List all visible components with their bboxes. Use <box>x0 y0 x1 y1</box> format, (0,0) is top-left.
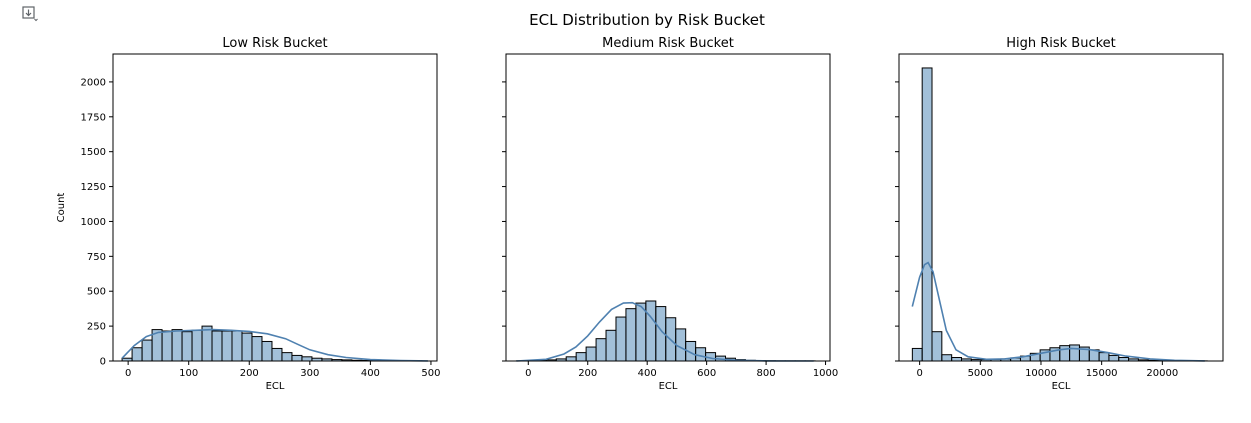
x-tick-label: 500 <box>421 368 440 379</box>
histogram-bar <box>565 356 577 362</box>
y-tick-label: 0 <box>100 357 106 368</box>
histogram-bar <box>301 356 313 362</box>
subplot-title: Low Risk Bucket <box>222 36 327 51</box>
y-tick-label: 2000 <box>81 77 106 88</box>
y-tick-label: 1750 <box>81 112 106 123</box>
y-tick-label: 1500 <box>81 147 106 158</box>
x-tick-label: 100 <box>179 368 198 379</box>
kde-curve <box>516 301 814 362</box>
histogram-bar <box>1069 344 1080 362</box>
histogram-bar <box>595 338 607 362</box>
histogram-bar <box>201 325 213 362</box>
axes-frame <box>898 53 1224 362</box>
x-tick-label: 0 <box>525 368 531 379</box>
y-tick-label: 1250 <box>81 182 106 193</box>
kde-curve <box>911 261 1205 362</box>
histogram-bar <box>635 302 647 362</box>
expand-output-icon[interactable] <box>20 4 38 22</box>
y-tick-label: 1000 <box>81 217 106 228</box>
x-tick-label: 0 <box>916 368 922 379</box>
x-tick-label: 5000 <box>968 368 993 379</box>
high-risk-axes: 0 5000 10000 15000 20000 High Risk Bucket ECL <box>895 36 1224 392</box>
subplot-title: High Risk Bucket <box>1006 36 1116 51</box>
histogram-bar <box>695 347 707 362</box>
y-tick-label: 750 <box>87 252 106 263</box>
axes-frame <box>112 53 438 362</box>
histogram-bar <box>1108 354 1120 362</box>
histogram-bar <box>585 346 597 362</box>
x-tick-label: 10000 <box>1025 368 1057 379</box>
kde-curve <box>121 328 428 362</box>
histogram-bar <box>1118 357 1130 362</box>
x-tick-label: 1000 <box>813 368 838 379</box>
x-tick-label: 400 <box>638 368 657 379</box>
x-tick-label: 800 <box>757 368 776 379</box>
histogram-bar <box>625 308 637 362</box>
histogram-bar <box>251 336 263 362</box>
x-tick-label: 600 <box>697 368 716 379</box>
histogram-bar <box>291 354 303 362</box>
histogram-bar <box>221 330 233 362</box>
histogram-bar <box>645 300 657 362</box>
histogram-bar <box>271 347 283 362</box>
histogram-bar <box>615 316 627 362</box>
x-tick-label: 15000 <box>1086 368 1118 379</box>
subplot-title: Medium Risk Bucket <box>602 36 734 51</box>
x-tick-label: 0 <box>125 368 131 379</box>
histogram-bar <box>141 339 153 362</box>
x-tick-label: 300 <box>300 368 319 379</box>
medium-risk-axes: 0 200 400 600 800 1000 Medium Risk Bucket ECL <box>502 36 838 392</box>
low-risk-axes: 0 100 200 300 400 500 0 250 500 750 1000 1250 1500 17… <box>56 36 440 392</box>
y-tick-label: 250 <box>87 322 106 333</box>
histogram-bar <box>231 330 243 362</box>
x-axis-label: ECL <box>659 381 678 392</box>
y-axis-label: Count <box>56 193 67 223</box>
figure-suptitle: ECL Distribution by Risk Bucket <box>529 11 765 29</box>
histogram-bar <box>261 340 273 362</box>
axes-frame <box>505 53 831 362</box>
histogram-bar <box>1059 345 1071 362</box>
histogram-bar <box>941 354 953 362</box>
x-tick-label: 200 <box>240 368 259 379</box>
x-axis-label: ECL <box>1052 381 1071 392</box>
y-tick-label: 500 <box>87 287 106 298</box>
x-tick-label: 20000 <box>1146 368 1178 379</box>
histogram-bar <box>605 329 617 362</box>
histogram-bar <box>161 330 173 362</box>
histogram-bar <box>131 347 143 362</box>
histogram-bar <box>911 347 923 362</box>
histogram-bar <box>931 331 943 362</box>
histogram-bar <box>575 352 587 362</box>
histogram-bar <box>241 332 253 362</box>
histogram-bar <box>951 357 962 362</box>
histogram-bar <box>921 67 933 362</box>
histogram-bar <box>281 352 293 362</box>
histogram-bar <box>191 329 203 362</box>
x-tick-label: 200 <box>578 368 597 379</box>
histogram-bar <box>1098 352 1110 362</box>
x-axis-label: ECL <box>266 381 285 392</box>
histogram-bar <box>181 331 193 362</box>
histogram-bar <box>211 330 223 362</box>
x-tick-label: 400 <box>361 368 380 379</box>
histogram-bar <box>171 329 183 362</box>
